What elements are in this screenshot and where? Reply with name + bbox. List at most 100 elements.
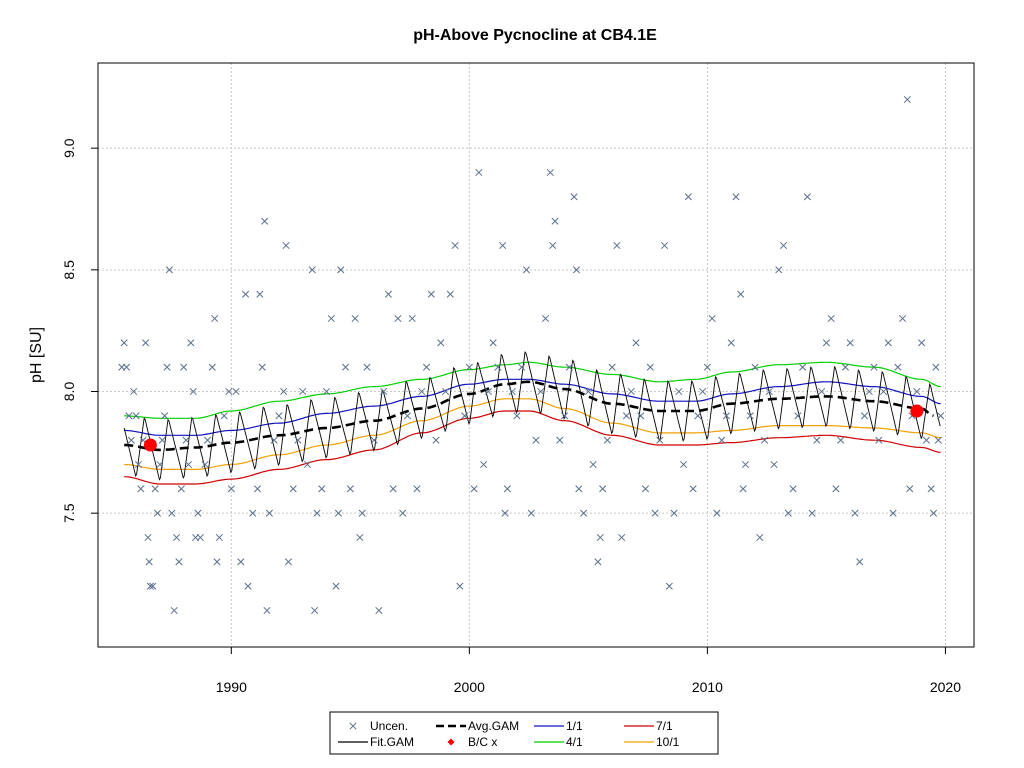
chart-title: pH-Above Pycnocline at CB4.1E (413, 27, 657, 44)
uncen-point-194 (894, 363, 902, 371)
uncen-point-82 (384, 290, 392, 298)
uncen-point-127 (584, 387, 592, 396)
uncen-point-159 (732, 193, 740, 201)
uncen-point-142 (651, 509, 659, 517)
uncen-point-67 (318, 485, 326, 493)
uncen-point-14 (149, 582, 157, 590)
uncen-point-57 (280, 387, 288, 396)
legend-item-s4-1: 4/1 (534, 735, 583, 749)
uncen-point-31 (189, 387, 197, 396)
uncen-point-126 (580, 509, 588, 517)
uncen-point-84 (394, 314, 402, 323)
uncen-point-49 (253, 485, 262, 493)
uncen-point-41 (220, 412, 228, 420)
uncen-point-97 (456, 582, 464, 590)
uncen-point-192 (884, 339, 892, 347)
uncen-point-55 (270, 436, 278, 444)
uncen-point-48 (249, 509, 257, 517)
uncen-point-158 (727, 339, 735, 347)
band-10-1-line (124, 398, 941, 470)
uncen-point-106 (499, 241, 507, 250)
uncen-point-69 (327, 314, 335, 323)
uncen-point-133 (608, 363, 616, 371)
uncen-point-146 (670, 509, 678, 517)
uncen-point-205 (934, 436, 942, 444)
uncen-point-104 (489, 339, 497, 347)
uncen-point-71 (334, 509, 342, 517)
y-axis: 7.5 8.0 8.5 9.0 (61, 138, 98, 523)
uncen-point-177 (813, 436, 821, 444)
uncen-point-21 (165, 266, 173, 274)
y-tick-label-2: 8.5 (61, 260, 77, 280)
uncen-point-81 (380, 387, 388, 396)
uncen-point-80 (375, 606, 383, 615)
uncen-point-58 (282, 241, 290, 250)
uncen-point-45 (237, 558, 245, 566)
uncen-point-184 (846, 339, 854, 347)
uncen-point-75 (351, 314, 359, 323)
uncen-point-201 (922, 436, 930, 444)
uncen-point-147 (675, 387, 683, 396)
legend-label-bc: B/C x (468, 735, 497, 749)
uncen-point-17 (156, 460, 164, 469)
uncen-point-170 (780, 241, 788, 250)
uncen-point-136 (622, 412, 631, 420)
avg-gam-series (124, 380, 934, 452)
uncen-point-63 (303, 460, 312, 469)
uncen-point-92 (432, 436, 440, 444)
uncen-point-5 (130, 387, 138, 396)
uncen-point-171 (784, 509, 792, 517)
uncen-point-112 (522, 266, 531, 274)
uncen-point-178 (818, 387, 826, 396)
uncen-point-197 (906, 485, 914, 493)
legend-label-s7-1: 7/1 (656, 719, 673, 733)
uncen-point-68 (322, 387, 331, 396)
uncen-point-168 (770, 460, 778, 469)
uncen-point-163 (746, 412, 754, 420)
fit-gam-line (123, 351, 941, 481)
uncen-point-169 (775, 266, 783, 274)
uncen-point-176 (808, 509, 816, 517)
uncen-point-86 (403, 412, 412, 420)
uncen-point-46 (242, 290, 250, 298)
uncen-point-137 (627, 387, 635, 396)
legend-label-uncen: Uncen. (370, 719, 408, 733)
x-tick-label-1: 2000 (454, 679, 485, 695)
uncen-point-131 (599, 485, 607, 493)
uncen-point-123 (570, 193, 578, 201)
uncen-point-138 (632, 339, 640, 347)
uncen-point-173 (794, 412, 802, 420)
uncen-point-62 (299, 387, 307, 396)
uncen-point-116 (541, 314, 550, 323)
uncen-point-139 (637, 412, 645, 420)
uncen-point-107 (501, 509, 509, 517)
uncen-point-188 (865, 387, 873, 396)
uncen-point-1 (120, 339, 128, 347)
legend-item-avg-gam: Avg.GAM (436, 719, 519, 733)
grid (98, 63, 974, 647)
uncen-point-151 (694, 412, 702, 420)
plot-frame (97, 62, 975, 648)
uncen-point-16 (153, 509, 162, 517)
uncen-point-101 (475, 168, 483, 177)
uncen-point-143 (656, 436, 664, 444)
uncen-point-34 (196, 533, 204, 542)
uncen-point-110 (513, 412, 521, 420)
uncen-point-153 (703, 363, 711, 371)
uncen-point-23 (170, 606, 178, 615)
uncen-point-144 (660, 241, 669, 250)
uncen-point-91 (427, 290, 435, 298)
uncen-point-40 (215, 533, 223, 542)
uncen-point-50 (256, 290, 264, 298)
uncen-point-122 (565, 363, 573, 371)
uncen-point-190 (875, 436, 883, 444)
uncen-point-39 (213, 558, 221, 566)
uncen-point-36 (203, 436, 212, 444)
uncen-point-135 (618, 533, 626, 542)
uncen-point-61 (294, 436, 302, 444)
uncen-point-125 (575, 485, 583, 493)
uncen-point-73 (342, 363, 350, 371)
uncen-point-90 (422, 363, 431, 371)
x-tick-label-3: 2020 (930, 679, 961, 695)
uncen-point-19 (161, 412, 169, 420)
